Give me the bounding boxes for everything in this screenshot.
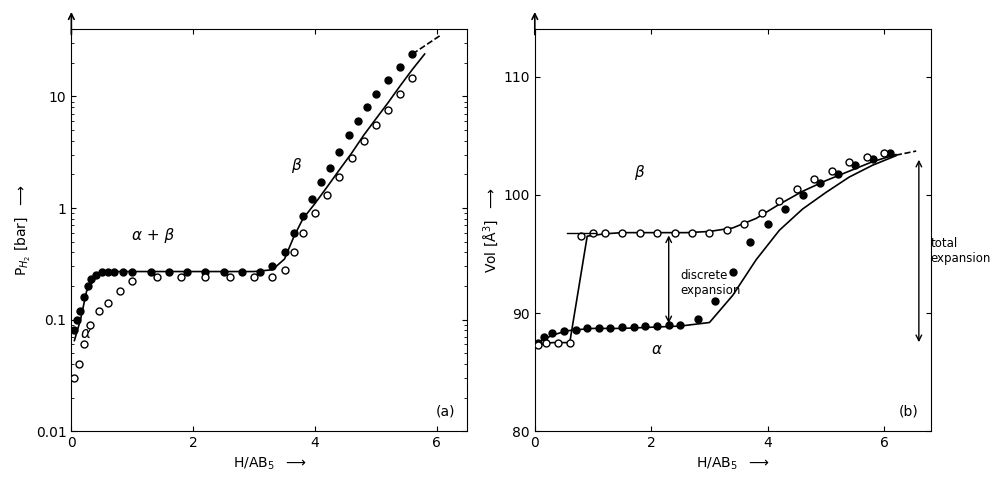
X-axis label: H/AB$_5$  $\longrightarrow$: H/AB$_5$ $\longrightarrow$ [696,456,770,472]
Y-axis label: Vol [Å$^3$]  $\longrightarrow$: Vol [Å$^3$] $\longrightarrow$ [481,187,500,273]
Y-axis label: P$_{H_2}$ [bar]  $\longrightarrow$: P$_{H_2}$ [bar] $\longrightarrow$ [14,184,33,276]
Text: α: α [651,343,661,357]
Text: (a): (a) [435,404,455,418]
Text: α: α [80,327,90,341]
X-axis label: H/AB$_5$  $\longrightarrow$: H/AB$_5$ $\longrightarrow$ [232,456,307,472]
Text: β: β [290,158,300,173]
Text: total
expansion: total expansion [931,237,991,265]
Text: (b): (b) [899,404,919,418]
Text: α + β: α + β [133,228,175,243]
Text: discrete
expansion: discrete expansion [680,270,741,297]
Text: β: β [634,165,643,180]
